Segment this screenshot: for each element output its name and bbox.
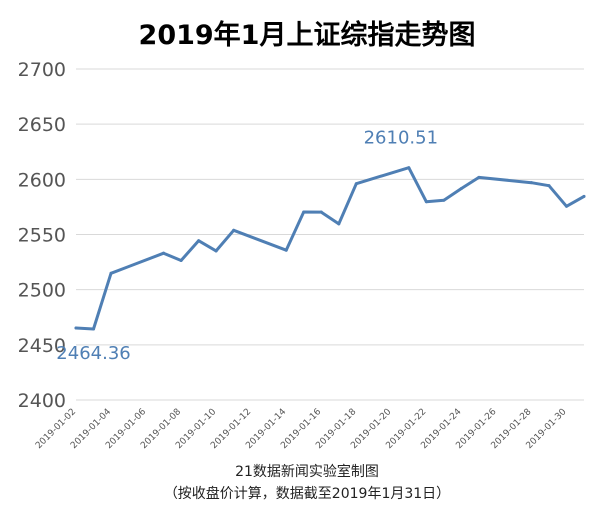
y-tick-label: 2550 (18, 225, 66, 247)
data-point-2019-01-31 (582, 194, 586, 198)
data-point-2019-01-04 (109, 271, 113, 275)
data-point-2019-01-28 (529, 181, 533, 185)
gridlines (76, 68, 584, 401)
series-line (74, 166, 586, 331)
data-point-2019-01-29 (547, 184, 551, 188)
y-tick-label: 2700 (18, 59, 66, 81)
chart-title: 2019年1月上证综指走势图 (139, 19, 476, 51)
data-point-2019-01-23 (442, 198, 446, 202)
data-point-2019-01-15 (302, 210, 306, 214)
data-callouts: 2610.51 2464.36 (56, 128, 438, 364)
data-point-2019-01-09 (197, 239, 201, 243)
y-tick-label: 2500 (18, 280, 66, 302)
source-label: 21数据新闻实验室制图 (235, 463, 379, 480)
data-point-2019-01-08 (179, 258, 183, 262)
data-point-2019-01-25 (477, 175, 481, 179)
callout-label: 2464.36 (56, 343, 130, 364)
series-points (74, 166, 586, 331)
data-point-2019-01-02 (74, 326, 78, 330)
data-point-2019-01-17 (337, 222, 341, 226)
data-point-2019-01-10 (214, 249, 218, 253)
data-point-2019-01-14 (284, 248, 288, 252)
data-point-2019-01-03 (92, 327, 96, 331)
y-axis-tick-labels: 2400 2450 2500 2550 2600 2650 2700 (18, 59, 66, 412)
data-point-2019-01-24 (459, 187, 463, 191)
y-tick-label: 2400 (18, 390, 66, 412)
data-point-2019-01-16 (319, 210, 323, 214)
data-point-2019-01-30 (564, 204, 568, 208)
y-tick-label: 2600 (18, 169, 66, 191)
data-point-2019-01-22 (424, 200, 428, 204)
data-point-2019-01-11 (232, 228, 236, 232)
callout-label: 2610.51 (364, 128, 438, 149)
data-point-2019-01-18 (354, 182, 358, 186)
y-tick-label: 2450 (18, 335, 66, 357)
y-tick-label: 2650 (18, 114, 66, 136)
data-point-2019-01-21 (407, 166, 411, 170)
note-label: （按收盘价计算，数据截至2019年1月31日） (164, 485, 450, 502)
data-point-2019-01-07 (162, 251, 166, 255)
x-axis-tick-labels: 2019-01-022019-01-042019-01-062019-01-08… (34, 407, 569, 451)
